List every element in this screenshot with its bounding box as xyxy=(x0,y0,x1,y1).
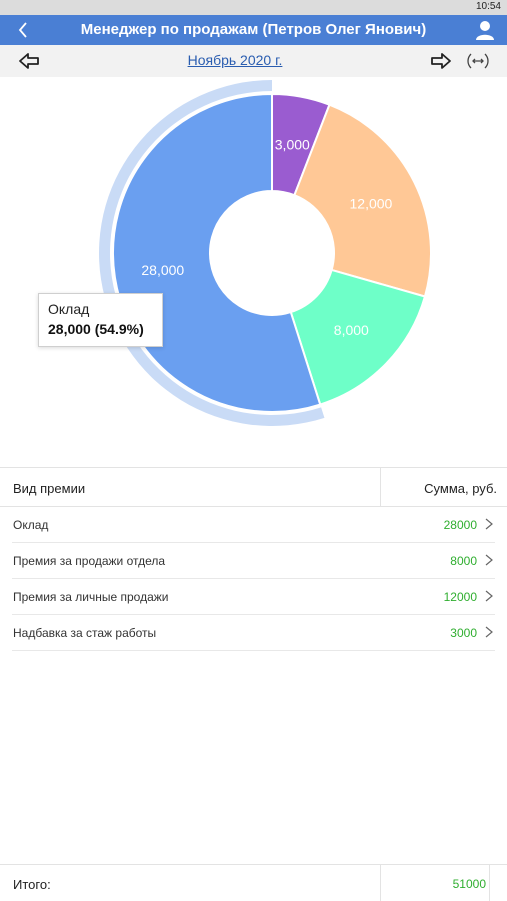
app-bar: Менеджер по продажам (Петров Олег Янович… xyxy=(0,15,507,45)
table-row[interactable]: Премия за продажи отдела 8000 xyxy=(12,543,495,579)
chevron-right-icon xyxy=(484,589,494,603)
row-label: Оклад xyxy=(13,518,49,532)
table-row[interactable]: Оклад 28000 xyxy=(12,507,495,543)
row-value: 3000 xyxy=(450,626,477,640)
row-value: 28000 xyxy=(443,518,477,532)
row-label: Премия за продажи отдела xyxy=(13,554,166,568)
column-header-sum: Сумма, руб. xyxy=(424,481,497,496)
period-navigation: Ноябрь 2020 г. xyxy=(0,45,507,77)
total-label: Итого: xyxy=(13,877,51,892)
row-value: 8000 xyxy=(450,554,477,568)
slice-label: 12,000 xyxy=(350,196,393,212)
table-row[interactable]: Премия за личные продажи 12000 xyxy=(12,579,495,615)
slice-label: 3,000 xyxy=(275,136,310,152)
arrow-left-icon[interactable] xyxy=(18,52,40,70)
donut-slice[interactable] xyxy=(289,268,427,406)
column-divider xyxy=(380,468,381,506)
chevron-right-icon xyxy=(484,553,494,567)
chart-tooltip: Оклад 28,000 (54.9%) xyxy=(38,293,163,347)
column-header-type: Вид премии xyxy=(13,481,86,496)
column-divider xyxy=(380,865,381,901)
bonus-table: Вид премии Сумма, руб. Оклад 28000 Преми… xyxy=(0,467,507,651)
donut-slice[interactable] xyxy=(293,103,432,298)
donut-slice[interactable] xyxy=(112,92,322,413)
status-time: 10:54 xyxy=(475,1,501,12)
tooltip-value: 28,000 (54.9%) xyxy=(48,321,144,337)
status-bar: 10:54 xyxy=(0,0,507,15)
row-label: Премия за личные продажи xyxy=(13,590,169,604)
chevron-right-icon xyxy=(484,625,494,639)
expand-horizontal-icon[interactable] xyxy=(466,51,490,71)
total-footer: Итого: 51000 xyxy=(0,864,507,901)
row-value: 12000 xyxy=(443,590,477,604)
chevron-left-icon[interactable] xyxy=(12,18,36,42)
slice-label: 8,000 xyxy=(334,322,369,338)
period-link[interactable]: Ноябрь 2020 г. xyxy=(187,52,283,68)
tooltip-name: Оклад xyxy=(48,301,90,317)
table-row[interactable]: Надбавка за стаж работы 3000 xyxy=(12,615,495,651)
column-divider xyxy=(489,865,490,901)
total-value: 51000 xyxy=(452,877,486,891)
row-label: Надбавка за стаж работы xyxy=(13,626,157,640)
table-header: Вид премии Сумма, руб. xyxy=(0,467,507,507)
slice-label: 28,000 xyxy=(141,262,184,278)
page-title: Менеджер по продажам (Петров Олег Янович… xyxy=(80,21,427,38)
chevron-right-icon xyxy=(484,517,494,531)
user-icon[interactable] xyxy=(473,18,497,42)
bonus-donut-chart: 3,000 12,000 8,000 28,000 xyxy=(0,77,507,457)
arrow-right-icon[interactable] xyxy=(430,52,452,70)
donut-svg: 3,000 12,000 8,000 28,000 xyxy=(99,80,432,427)
